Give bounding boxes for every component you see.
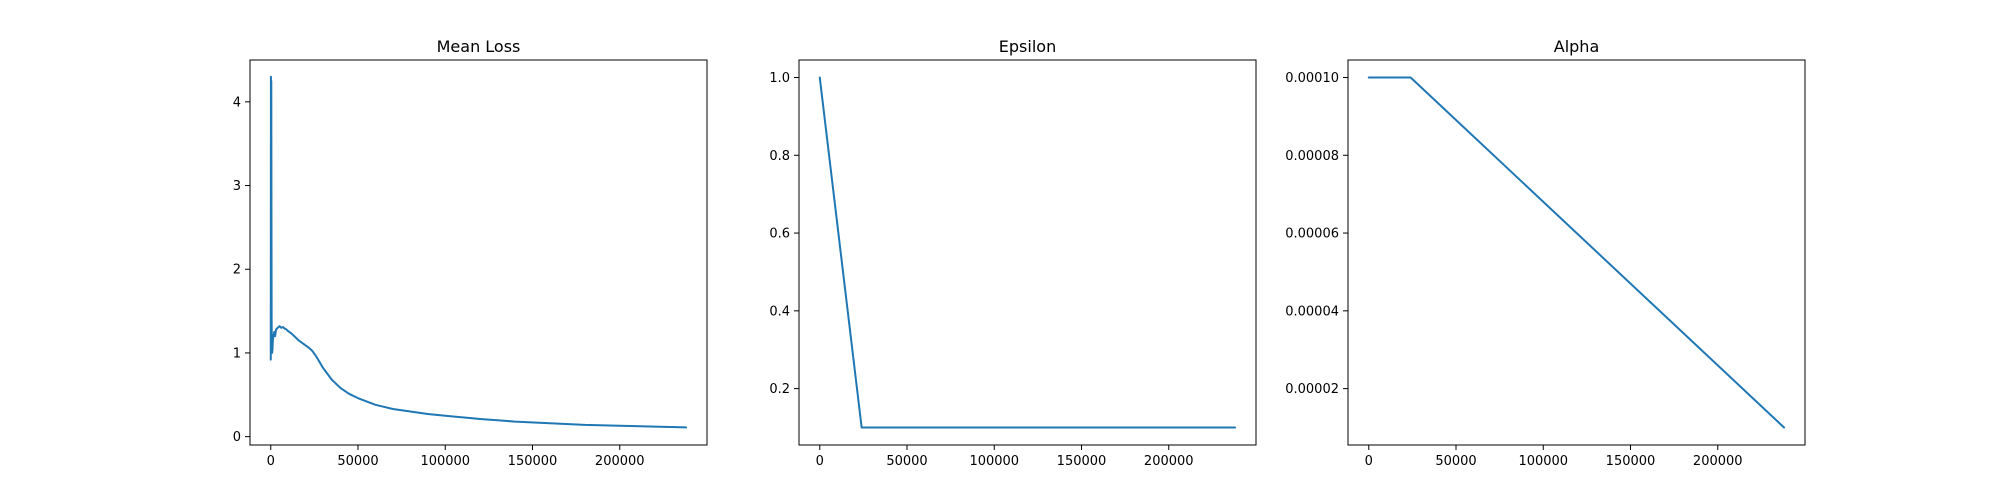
- chart-title: Alpha: [1554, 37, 1600, 56]
- x-tick-label: 0: [816, 454, 824, 469]
- x-tick-label: 100000: [420, 454, 470, 469]
- y-tick-label: 0.00008: [1285, 149, 1339, 164]
- y-tick-label: 0.6: [769, 227, 790, 242]
- x-tick-label: 150000: [1606, 454, 1656, 469]
- x-tick-label: 0: [1365, 454, 1373, 469]
- y-tick-label: 0.8: [769, 149, 790, 164]
- subplot-3: 0 50000 100000 150000 200000 0.00002 0.00004 0.…: [1285, 37, 1806, 469]
- y-tick-label: 0.00002: [1285, 382, 1339, 397]
- x-tick-label: 50000: [1435, 454, 1476, 469]
- axes-frame: [249, 59, 708, 446]
- y-tick-label: 2: [233, 263, 241, 278]
- x-tick-label: 200000: [1144, 454, 1194, 469]
- x-tick-label: 200000: [1693, 454, 1743, 469]
- y-tick-label: 1.0: [769, 71, 790, 86]
- x-tick-label: 50000: [886, 454, 927, 469]
- axes-frame: [798, 59, 1257, 446]
- x-tick-label: 150000: [508, 454, 558, 469]
- y-tick-label: 3: [233, 179, 241, 194]
- x-tick-label: 100000: [969, 454, 1019, 469]
- y-tick-label: 0: [233, 430, 241, 445]
- y-tick-label: 0.00006: [1285, 227, 1339, 242]
- chart-title: Mean Loss: [437, 37, 521, 56]
- x-tick-label: 50000: [337, 454, 378, 469]
- x-tick-label: 150000: [1057, 454, 1107, 469]
- x-tick-label: 200000: [595, 454, 645, 469]
- y-tick-label: 0.00010: [1285, 71, 1339, 86]
- x-tick-label: 100000: [1518, 454, 1568, 469]
- series-line-1: [1367, 76, 1786, 429]
- y-tick-label: 0.2: [769, 382, 790, 397]
- subplot-2: 0 50000 100000 150000 200000 0.2 0.4 0.6 0.8 1.0 E…: [769, 37, 1257, 469]
- y-tick-label: 0.4: [769, 304, 790, 319]
- series-line-1: [269, 75, 688, 429]
- y-tick-label: 0.00004: [1285, 304, 1339, 319]
- subplot-1: 0 50000 100000 150000 200000 0 1 2 3 4 Mean Loss: [233, 37, 708, 469]
- axes-frame: [1347, 59, 1806, 446]
- x-tick-label: 0: [267, 454, 275, 469]
- series-line-1: [818, 76, 1237, 429]
- y-tick-label: 4: [233, 95, 241, 110]
- y-tick-label: 1: [233, 346, 241, 361]
- chart-title: Epsilon: [999, 37, 1056, 56]
